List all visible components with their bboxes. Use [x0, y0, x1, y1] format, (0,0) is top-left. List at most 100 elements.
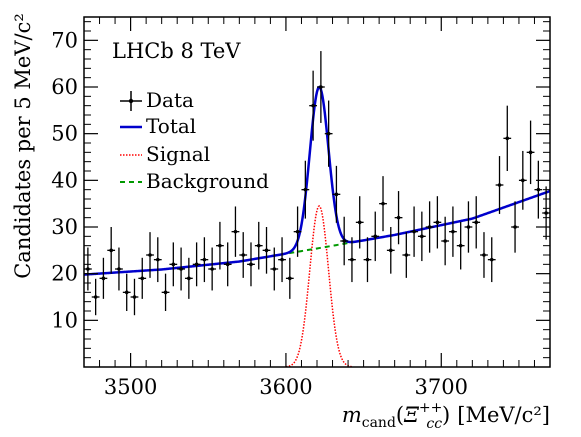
data-point — [254, 221, 263, 270]
legend-label-total: Total — [146, 114, 196, 138]
data-point — [239, 232, 248, 278]
data-point — [115, 247, 123, 291]
data-point — [231, 206, 240, 257]
x-axis-title-var-sub: cand — [362, 415, 396, 431]
data-point-marker — [86, 267, 90, 271]
data-point — [122, 273, 131, 311]
data-point — [324, 100, 333, 167]
experiment-label: LHCb 8 TeV — [112, 39, 241, 63]
data-point — [270, 247, 279, 291]
background-curve — [262, 239, 364, 259]
data-point-marker — [528, 150, 533, 155]
y-tick-label-40: 40 — [51, 168, 78, 192]
data-point-marker — [148, 253, 152, 257]
data-point-marker — [443, 239, 447, 243]
data-point — [511, 201, 519, 253]
data-point-marker — [451, 229, 455, 234]
axes: 3500 3600 3700 10 20 30 40 50 60 70 — [51, 17, 551, 399]
data-point — [184, 257, 193, 299]
legend-data-marker — [128, 98, 134, 104]
data-point — [177, 247, 185, 291]
data-point-marker — [249, 262, 253, 267]
data-point-marker — [132, 295, 137, 299]
y-axis-title: Candidates per 5 MeV/c² — [11, 13, 35, 279]
data-point — [449, 206, 457, 257]
data-point-marker — [319, 85, 323, 89]
data-point — [518, 150, 527, 210]
legend-label-background: Background — [146, 169, 269, 193]
data-point-marker — [326, 131, 331, 136]
data-point — [91, 278, 100, 316]
data-point — [278, 237, 286, 283]
plot-frame — [83, 16, 551, 368]
data-point-marker — [396, 215, 401, 220]
data-point-marker — [179, 267, 183, 271]
data-point — [542, 186, 550, 240]
data-point — [192, 242, 201, 287]
data-points — [84, 51, 550, 316]
data-point-marker — [388, 248, 393, 253]
data-point — [130, 278, 139, 316]
data-point — [348, 237, 356, 283]
x-axis-title-unit: [MeV/c²] — [457, 403, 550, 427]
data-point — [332, 165, 341, 223]
data-point-marker — [373, 234, 378, 239]
data-point-marker — [256, 243, 261, 248]
data-point-marker — [474, 220, 479, 225]
data-point-marker — [194, 262, 199, 267]
data-point — [138, 257, 147, 299]
data-point-marker — [412, 229, 416, 234]
data-point — [425, 201, 434, 253]
x-axis-title-particle-sub: cc — [426, 416, 442, 432]
data-point-marker — [458, 243, 463, 248]
data-point-marker — [350, 257, 354, 262]
data-point — [487, 237, 496, 283]
data-point — [301, 160, 310, 219]
data-point-marker — [497, 183, 502, 187]
data-point — [317, 51, 325, 123]
data-point — [216, 221, 224, 270]
legend: Data Total Signal Background — [120, 88, 269, 193]
legend-item-total: Total — [120, 114, 196, 138]
data-point-marker — [241, 253, 246, 257]
data-point-marker — [280, 257, 284, 262]
data-point-marker — [171, 262, 176, 267]
data-point — [433, 196, 442, 249]
data-point-marker — [202, 257, 207, 262]
data-point — [247, 242, 255, 287]
data-point-marker — [427, 225, 432, 229]
data-point — [355, 196, 364, 249]
legend-item-signal: Signal — [120, 142, 210, 166]
y-tick-label-70: 70 — [51, 28, 78, 52]
data-point-marker — [295, 229, 300, 234]
data-point-marker — [334, 192, 339, 197]
data-point-marker — [482, 253, 486, 257]
data-point — [456, 221, 465, 270]
data-point-marker — [272, 267, 277, 271]
data-point — [379, 176, 387, 232]
data-point-marker — [466, 225, 471, 229]
data-point-marker — [303, 187, 308, 192]
data-point — [262, 227, 271, 274]
data-point-marker — [435, 220, 440, 225]
data-point — [309, 70, 317, 141]
data-point — [534, 160, 543, 219]
data-point-marker — [109, 248, 113, 253]
data-point — [293, 206, 302, 257]
data-point-marker — [155, 257, 160, 262]
data-point-marker — [544, 211, 548, 215]
x-tick-label-3700: 3700 — [415, 375, 468, 399]
data-point — [495, 156, 504, 214]
fit-curves — [83, 85, 551, 368]
y-tick-label-30: 30 — [51, 215, 78, 239]
data-point-marker — [225, 262, 230, 267]
data-point-marker — [311, 103, 315, 108]
data-point — [223, 242, 232, 287]
data-point — [410, 206, 418, 257]
legend-item-background: Background — [120, 169, 269, 193]
data-point — [285, 257, 294, 299]
data-point — [394, 191, 403, 245]
data-point — [107, 227, 116, 274]
